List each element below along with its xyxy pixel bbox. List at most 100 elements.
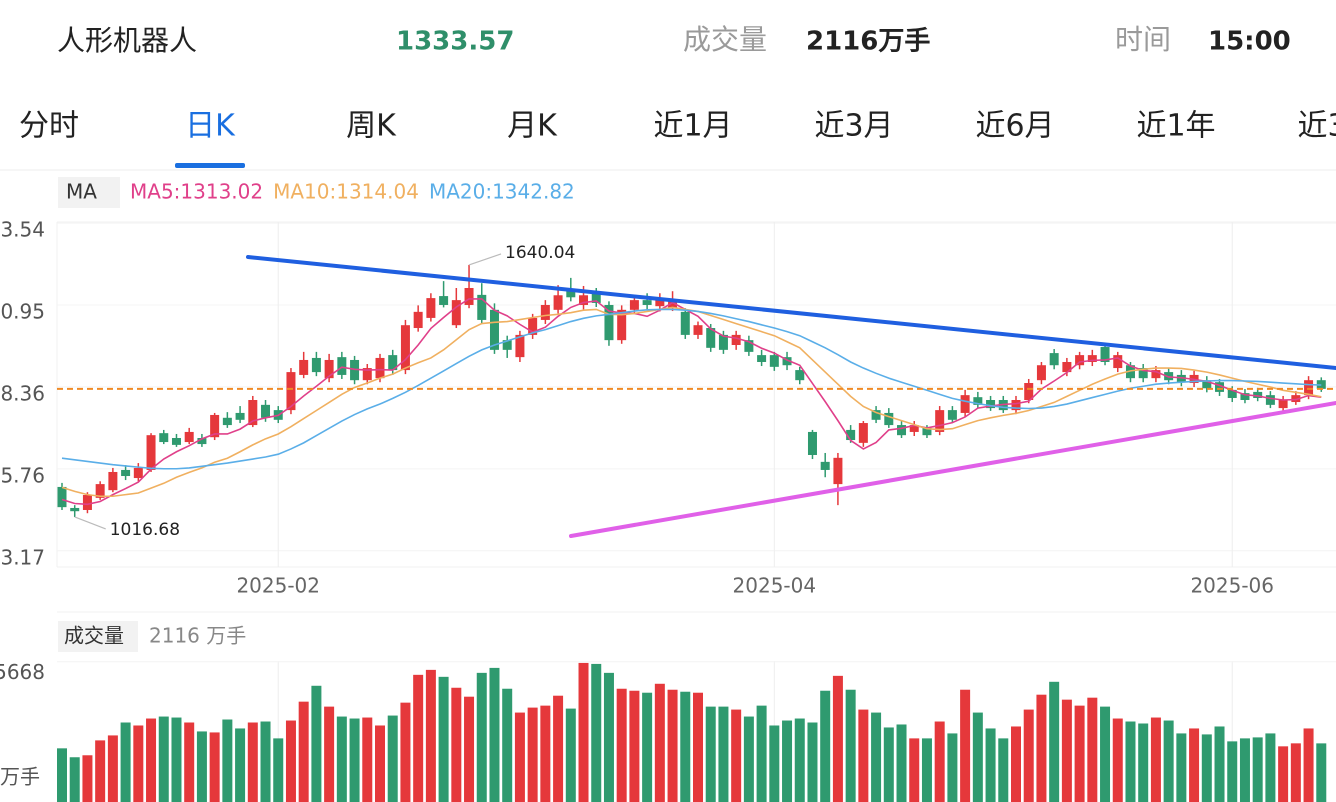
candle-body — [935, 410, 945, 432]
candle-body — [1036, 365, 1046, 381]
volume-bar — [1138, 723, 1149, 802]
candle-body — [947, 410, 957, 420]
candle-body — [820, 461, 830, 470]
candle-body — [133, 467, 143, 479]
candle-body — [884, 412, 894, 426]
candle-body — [1011, 399, 1021, 411]
volume-bar — [1023, 709, 1034, 802]
volume-bar — [1176, 733, 1187, 802]
candle-body — [1062, 361, 1072, 373]
volume-bar — [1303, 728, 1314, 802]
candle-body — [1151, 370, 1161, 379]
volume-bar — [718, 706, 729, 802]
volume-panel-label: 成交量 — [64, 624, 124, 648]
tab[interactable]: 近1月 — [653, 109, 732, 144]
candle-body — [222, 417, 232, 426]
volume-bar — [527, 707, 538, 802]
volume-bar — [1252, 737, 1263, 802]
volume-bar — [1036, 694, 1047, 802]
y-tick-label: 933.17 — [0, 545, 45, 569]
candle-body — [515, 334, 525, 358]
volume-bar — [171, 717, 182, 802]
candle-body — [579, 295, 589, 305]
volume-bar — [425, 669, 436, 802]
candle-body — [413, 311, 423, 329]
candle-body — [1253, 391, 1263, 398]
candle-body — [261, 404, 271, 418]
volume-bar — [807, 722, 818, 802]
volume-bar — [1049, 681, 1060, 802]
candle-body — [757, 355, 767, 362]
volume-bar — [565, 708, 576, 802]
y-tick-label: 1743.54 — [0, 218, 45, 242]
volume-bar — [871, 712, 882, 802]
tab[interactable]: 近6月 — [975, 109, 1054, 144]
time-label: 时间 — [1115, 23, 1171, 56]
candle-body — [858, 423, 868, 443]
volume-bar — [845, 689, 856, 802]
tab[interactable]: 月K — [507, 109, 558, 144]
tab[interactable]: 近3月 — [814, 109, 893, 144]
candle-body — [350, 359, 360, 381]
candle-body — [324, 359, 334, 379]
candle-body — [871, 410, 881, 420]
tab-group: 分时 日K 周K 月K 近1月 近3月 近6月 近1年 近3年 — [19, 109, 1336, 168]
candle-body — [1138, 368, 1148, 379]
volume-bar — [57, 748, 67, 802]
tab[interactable]: 近3年 — [1297, 109, 1336, 144]
tab[interactable]: 日K — [185, 109, 236, 144]
candle-body — [210, 414, 220, 438]
candle-body — [897, 425, 907, 436]
candle-body — [286, 372, 296, 411]
candle-body — [1202, 380, 1212, 389]
candle-body — [629, 300, 639, 310]
stock-name: 人形机器人 — [57, 24, 197, 57]
volume-bar — [960, 689, 971, 802]
candle-body — [1087, 355, 1097, 362]
volume-bar — [1201, 734, 1212, 802]
volume-bar — [464, 696, 475, 802]
volume-bar — [820, 690, 831, 802]
volume-bar — [298, 701, 309, 802]
candle-body — [375, 357, 385, 379]
volume-bar — [921, 738, 932, 802]
candle-body — [57, 486, 67, 508]
candles — [57, 264, 1326, 517]
volume-bar — [1290, 743, 1301, 802]
candle-body — [604, 304, 614, 341]
candle-body — [439, 296, 449, 305]
annotation-leader — [74, 516, 106, 530]
volume-bar — [705, 706, 716, 802]
volume-bar — [985, 728, 996, 802]
y-tick-label: 1338.36 — [0, 381, 45, 405]
tab[interactable]: 近1年 — [1136, 109, 1215, 144]
volume-bar — [438, 676, 449, 802]
y-tick-label: 1540.95 — [0, 299, 45, 323]
candle-body — [426, 298, 436, 318]
volume-bar — [235, 728, 246, 802]
volume-bar — [693, 692, 703, 802]
candle-body — [451, 300, 461, 326]
tab[interactable]: 分时 — [19, 109, 79, 144]
volume-bar — [743, 716, 754, 802]
tab[interactable]: 周K — [346, 109, 397, 144]
volume-bar — [654, 683, 665, 802]
candle-body — [1278, 399, 1288, 409]
candle-body — [731, 334, 741, 346]
volume-bars: 5668 — [0, 660, 1336, 802]
candle-body — [566, 290, 576, 298]
support-trendline — [569, 401, 1336, 538]
volume-bar — [1163, 720, 1174, 802]
volume-bar — [375, 725, 385, 802]
y-tick-label: 1135.76 — [0, 463, 45, 487]
volume-bar — [1125, 721, 1136, 802]
volume-bar — [629, 690, 640, 802]
candle-body — [642, 300, 652, 305]
candle-body — [159, 433, 169, 443]
candle-body — [1227, 389, 1237, 398]
high-annotation: 1640.04 — [505, 243, 575, 263]
volume-bar — [591, 663, 602, 802]
volume-bar — [273, 738, 284, 802]
candle-body — [1113, 355, 1123, 369]
